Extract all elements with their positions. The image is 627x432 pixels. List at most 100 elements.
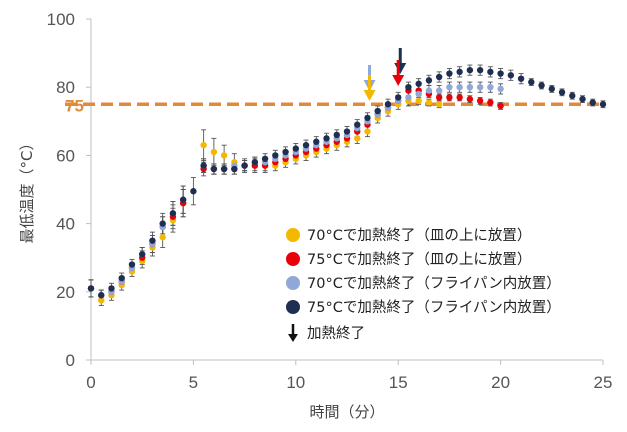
- x-tick-label: 0: [86, 373, 95, 392]
- data-point-series-2: [466, 95, 474, 103]
- data-point-series-4: [548, 85, 555, 93]
- data-point-series-1: [210, 148, 218, 156]
- x-tick-label: 10: [286, 373, 305, 392]
- data-point-series-4: [435, 73, 443, 81]
- data-point-series-1: [98, 297, 105, 304]
- arrow-head: [363, 90, 376, 101]
- legend-label-series-3: 70°Cで加熱終了（フライパン内放置）: [307, 275, 561, 292]
- legend-item-4: 75°Cで加熱終了（フライパン内放置）: [286, 299, 561, 316]
- y-tick-label: 60: [56, 146, 75, 165]
- data-point-series-4: [302, 141, 310, 149]
- legend-label-heating-end: 加熱終了: [307, 325, 365, 342]
- legend-item-2: 75°Cで加熱終了（皿の上に放置）: [286, 251, 531, 268]
- data-point-series-4: [169, 210, 177, 217]
- data-point-series-4: [569, 92, 576, 99]
- reference-line-label: 75: [65, 96, 84, 115]
- data-point-series-1: [425, 99, 433, 106]
- data-point-series-4: [139, 251, 146, 258]
- data-point-series-4: [261, 155, 269, 163]
- arrow-head: [288, 334, 298, 342]
- x-tick-label: 15: [389, 373, 408, 392]
- data-point-series-4: [497, 70, 504, 77]
- data-point-series-2: [435, 94, 443, 101]
- x-tick-label: 20: [491, 373, 510, 392]
- data-point-series-4: [599, 101, 607, 108]
- data-point-series-3: [497, 85, 504, 93]
- data-point-series-1: [220, 152, 228, 159]
- data-point-series-4: [282, 148, 289, 156]
- down-arrow-icon: [288, 324, 298, 342]
- down-arrow-icon: [392, 60, 405, 86]
- data-point-series-4: [384, 101, 392, 108]
- data-point-series-4: [190, 188, 197, 195]
- data-point-series-4: [241, 162, 248, 169]
- data-point-series-2: [487, 99, 494, 106]
- data-point-series-4: [476, 66, 484, 74]
- data-point-series-4: [220, 165, 228, 173]
- data-point-series-1: [415, 97, 422, 105]
- y-tick-label: 20: [56, 283, 75, 302]
- data-point-series-4: [415, 80, 422, 87]
- data-point-series-4: [128, 261, 136, 268]
- error-bar-layer: [88, 64, 606, 306]
- data-point-series-2: [456, 94, 463, 101]
- legend-label-series-2: 75°Cで加熱終了（皿の上に放置）: [307, 251, 531, 268]
- data-point-series-3: [446, 84, 453, 91]
- x-tick-label: 25: [594, 373, 613, 392]
- reference-line-layer: 75: [65, 96, 603, 115]
- down-arrow-icon: [363, 75, 376, 101]
- data-point-series-4: [210, 165, 218, 173]
- data-point-series-4: [323, 135, 330, 142]
- legend-item-3: 70°Cで加熱終了（フライパン内放置）: [286, 275, 561, 292]
- data-point-series-4: [579, 95, 586, 103]
- data-point-series-4: [179, 196, 187, 203]
- y-axis-title: 最低温度（°C）: [18, 136, 36, 244]
- heating-end-arrow-layer: [363, 48, 407, 101]
- data-point-series-4: [446, 70, 453, 77]
- data-point-series-4: [98, 292, 105, 299]
- data-point-series-4: [589, 99, 596, 106]
- y-tick-label: 0: [66, 351, 75, 370]
- legend-marker-series-4: [286, 300, 300, 314]
- legend-marker-series-3: [286, 276, 300, 290]
- data-points-layer: [87, 66, 607, 304]
- data-point-series-4: [292, 145, 299, 152]
- data-point-series-3: [456, 84, 463, 91]
- data-point-series-4: [405, 84, 412, 91]
- data-point-series-4: [159, 220, 166, 227]
- data-point-series-3: [425, 87, 433, 94]
- data-point-series-3: [487, 84, 494, 91]
- data-point-series-3: [466, 84, 474, 91]
- y-tick-label: 100: [47, 10, 75, 29]
- data-point-series-3: [405, 94, 412, 101]
- data-point-series-2: [476, 97, 484, 105]
- data-point-series-4: [538, 82, 545, 89]
- legend-marker-series-2: [286, 252, 300, 266]
- data-point-series-4: [395, 94, 402, 101]
- data-point-series-4: [251, 159, 259, 166]
- x-axis-title: 時間（分）: [309, 403, 384, 421]
- down-arrow-icon: [394, 48, 407, 74]
- data-point-series-4: [558, 89, 566, 96]
- legend-item-heating-end: 加熱終了: [288, 324, 365, 342]
- data-point-series-1: [354, 135, 361, 142]
- legend-item-1: 70°Cで加熱終了（皿の上に放置）: [286, 227, 531, 244]
- data-point-series-3: [476, 84, 484, 91]
- data-point-series-4: [517, 75, 525, 82]
- data-point-series-4: [272, 152, 279, 159]
- data-point-series-4: [333, 131, 340, 139]
- data-point-series-1: [200, 141, 207, 149]
- data-point-series-2: [497, 102, 504, 110]
- data-point-series-4: [466, 66, 474, 74]
- data-point-series-4: [231, 165, 238, 173]
- data-point-series-4: [149, 237, 156, 244]
- data-point-series-4: [118, 274, 125, 282]
- arrow-head: [392, 75, 405, 86]
- data-point-series-4: [528, 78, 535, 86]
- legend: 70°Cで加熱終了（皿の上に放置） 75°Cで加熱終了（皿の上に放置） 70°Cで加…: [286, 227, 561, 342]
- data-point-series-1: [364, 128, 371, 135]
- data-point-series-3: [435, 87, 443, 94]
- data-point-series-4: [313, 138, 320, 145]
